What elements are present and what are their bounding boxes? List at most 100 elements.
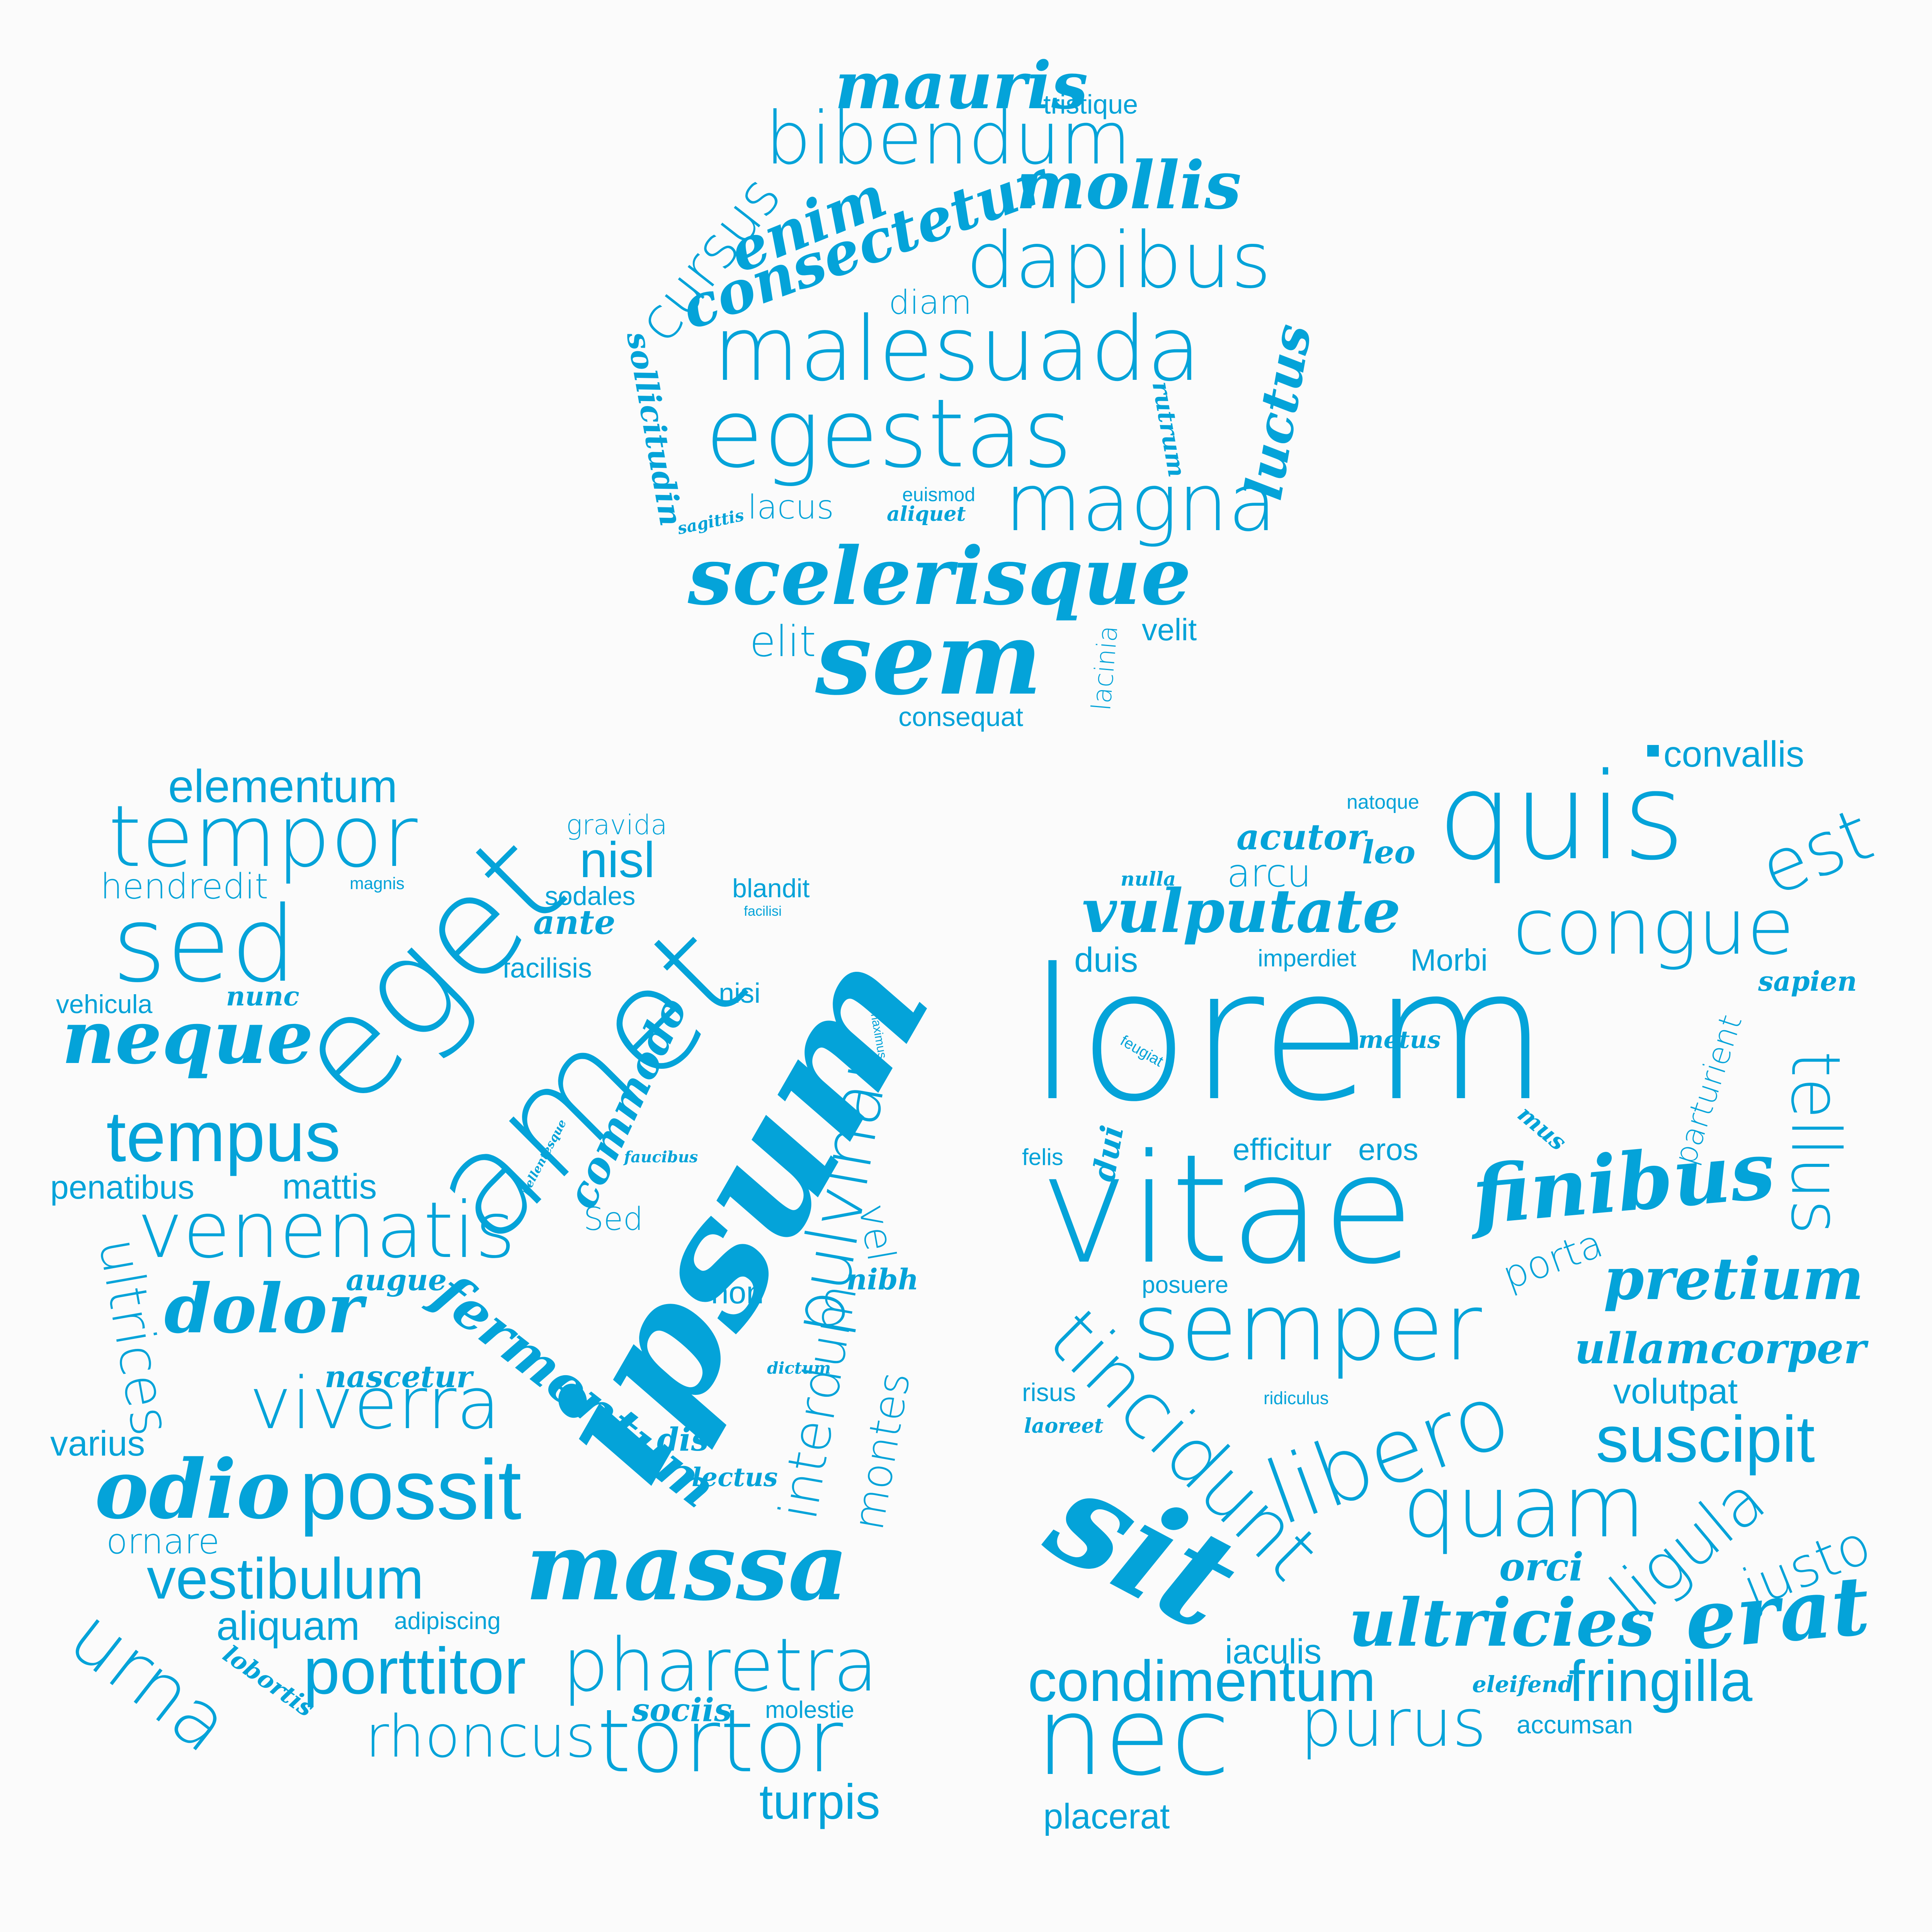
word-accumsan: accumsan: [1517, 1710, 1633, 1739]
word-aliquet: aliquet: [887, 502, 966, 526]
word-semper: semper: [1132, 1273, 1482, 1381]
word-felis: felis: [1022, 1144, 1063, 1170]
word-mollis: mollis: [1016, 147, 1242, 224]
word-massa: massa: [526, 1512, 849, 1621]
word-leo: leo: [1362, 834, 1416, 871]
word-duis: duis: [1074, 941, 1138, 980]
word-facilisis: facilisis: [502, 953, 592, 984]
word-pharetra: pharetra: [562, 1622, 878, 1708]
word-congue: congue: [1513, 882, 1794, 972]
word-sapien: sapien: [1758, 965, 1857, 997]
word-erat: erat: [1681, 1557, 1873, 1669]
word-turpis: turpis: [759, 1774, 880, 1830]
word-ornare: ornare: [106, 1521, 220, 1562]
word-nec: nec: [1036, 1674, 1230, 1800]
word-mattis: mattis: [282, 1167, 377, 1206]
word-blandit: blandit: [732, 874, 810, 903]
word-velit: velit: [1142, 612, 1197, 647]
word-sed: sed: [112, 884, 297, 1005]
word-suscipit: suscipit: [1596, 1403, 1815, 1476]
word-neque: neque: [62, 994, 313, 1080]
word-ridiculus: ridiculus: [1264, 1388, 1329, 1408]
word-metus: metus: [1358, 1026, 1441, 1054]
word-sollicitudin: sollicitudin: [619, 329, 690, 529]
word-dolor: dolor: [164, 1269, 363, 1349]
word-finibus: finibus: [1468, 1124, 1779, 1243]
word-elit: elit: [750, 617, 816, 666]
word-magnis: magnis: [350, 874, 405, 893]
word-vehicula: vehicula: [56, 990, 153, 1019]
word-scelerisque: scelerisque: [688, 530, 1192, 623]
word-condimentum: condimentum: [1028, 1648, 1376, 1713]
word-tempus: tempus: [106, 1097, 341, 1177]
word-nisl: nisl: [580, 832, 655, 888]
word-quis: quis: [1437, 747, 1685, 887]
word-ante: ante: [533, 903, 616, 942]
word-consequat: consequat: [898, 702, 1024, 732]
word-vulputate: vulputate: [1082, 876, 1401, 946]
word-varius: varius: [50, 1424, 145, 1463]
word-bibendum: bibendum: [765, 96, 1131, 181]
word-nascetur: nascetur: [325, 1359, 473, 1395]
word-faucibus: faucibus: [624, 1148, 698, 1166]
word-tristique: tristique: [1043, 89, 1138, 119]
word-porttitor: porttitor: [303, 1634, 526, 1708]
word-dapibus: dapibus: [966, 216, 1271, 306]
word-malesuada: malesuada: [713, 298, 1201, 401]
word-volutpat: volutpat: [1613, 1372, 1738, 1411]
word-ultricies: ultricies: [1349, 1584, 1655, 1662]
word-molestie: molestie: [765, 1697, 854, 1723]
word-Sed: Sed: [583, 1201, 643, 1238]
word-laoreet: laoreet: [1024, 1414, 1104, 1438]
word-penatibus: penatibus: [50, 1169, 194, 1206]
word-Morbi: Morbi: [1410, 943, 1488, 977]
word-purus: purus: [1300, 1685, 1486, 1762]
word-lacus: lacus: [748, 488, 834, 527]
word-acutor: acutor: [1236, 816, 1366, 858]
word-aliquam: aliquam: [216, 1603, 360, 1649]
word-lectus: lectus: [692, 1462, 778, 1492]
word-vestibulum: vestibulum: [147, 1546, 424, 1611]
word-gravida: gravida: [566, 809, 667, 841]
word-ullamcorper: ullamcorper: [1575, 1323, 1866, 1373]
word-eros: eros: [1358, 1132, 1418, 1167]
word-augue: augue: [346, 1263, 447, 1297]
square-marker: [1647, 745, 1659, 757]
word-sodales: sodales: [545, 881, 636, 911]
word-elementum: elementum: [168, 760, 398, 812]
word-dictum: dictum: [767, 1359, 831, 1378]
word-posuere: posuere: [1142, 1272, 1229, 1298]
word-pretium: pretium: [1604, 1245, 1864, 1313]
word-possit: possit: [299, 1442, 522, 1537]
word-eleifend: eleifend: [1472, 1671, 1574, 1697]
word-vitae: vitae: [1039, 1122, 1415, 1297]
word-sem: sem: [815, 600, 1042, 718]
word-imperdiet: imperdiet: [1258, 945, 1356, 972]
word-nunc: nunc: [226, 981, 299, 1012]
word-orci: orci: [1499, 1544, 1584, 1590]
word-tempor: tempor: [108, 787, 418, 886]
word-iaculis: iaculis: [1225, 1633, 1322, 1671]
word-tortor: tortor: [597, 1691, 843, 1792]
word-egestas: egestas: [705, 379, 1072, 489]
word-tellus: tellus: [1776, 1051, 1855, 1235]
word-euismod: euismod: [902, 484, 975, 505]
word-urna: urna: [53, 1591, 247, 1770]
word-efficitur: efficitur: [1233, 1132, 1332, 1167]
word-odio: odio: [95, 1442, 291, 1537]
word-risus: risus: [1022, 1378, 1076, 1406]
word-dis: dis: [657, 1421, 709, 1458]
word-adipiscing: adipiscing: [394, 1608, 501, 1634]
word-fringilla: fringilla: [1569, 1648, 1753, 1713]
word-lacinia: lacinia: [1086, 624, 1124, 712]
word-nisi: nisi: [719, 978, 761, 1009]
word-magna: magna: [1005, 457, 1277, 549]
word-montes: montes: [843, 1368, 920, 1534]
word-hendredit: hendredit: [100, 866, 269, 907]
word-diam: diam: [889, 283, 972, 322]
word-convallis: convallis: [1663, 734, 1804, 775]
word-quam: quam: [1403, 1458, 1646, 1556]
word-nulla: nulla: [1121, 867, 1176, 890]
word-arcu: arcu: [1227, 850, 1311, 896]
